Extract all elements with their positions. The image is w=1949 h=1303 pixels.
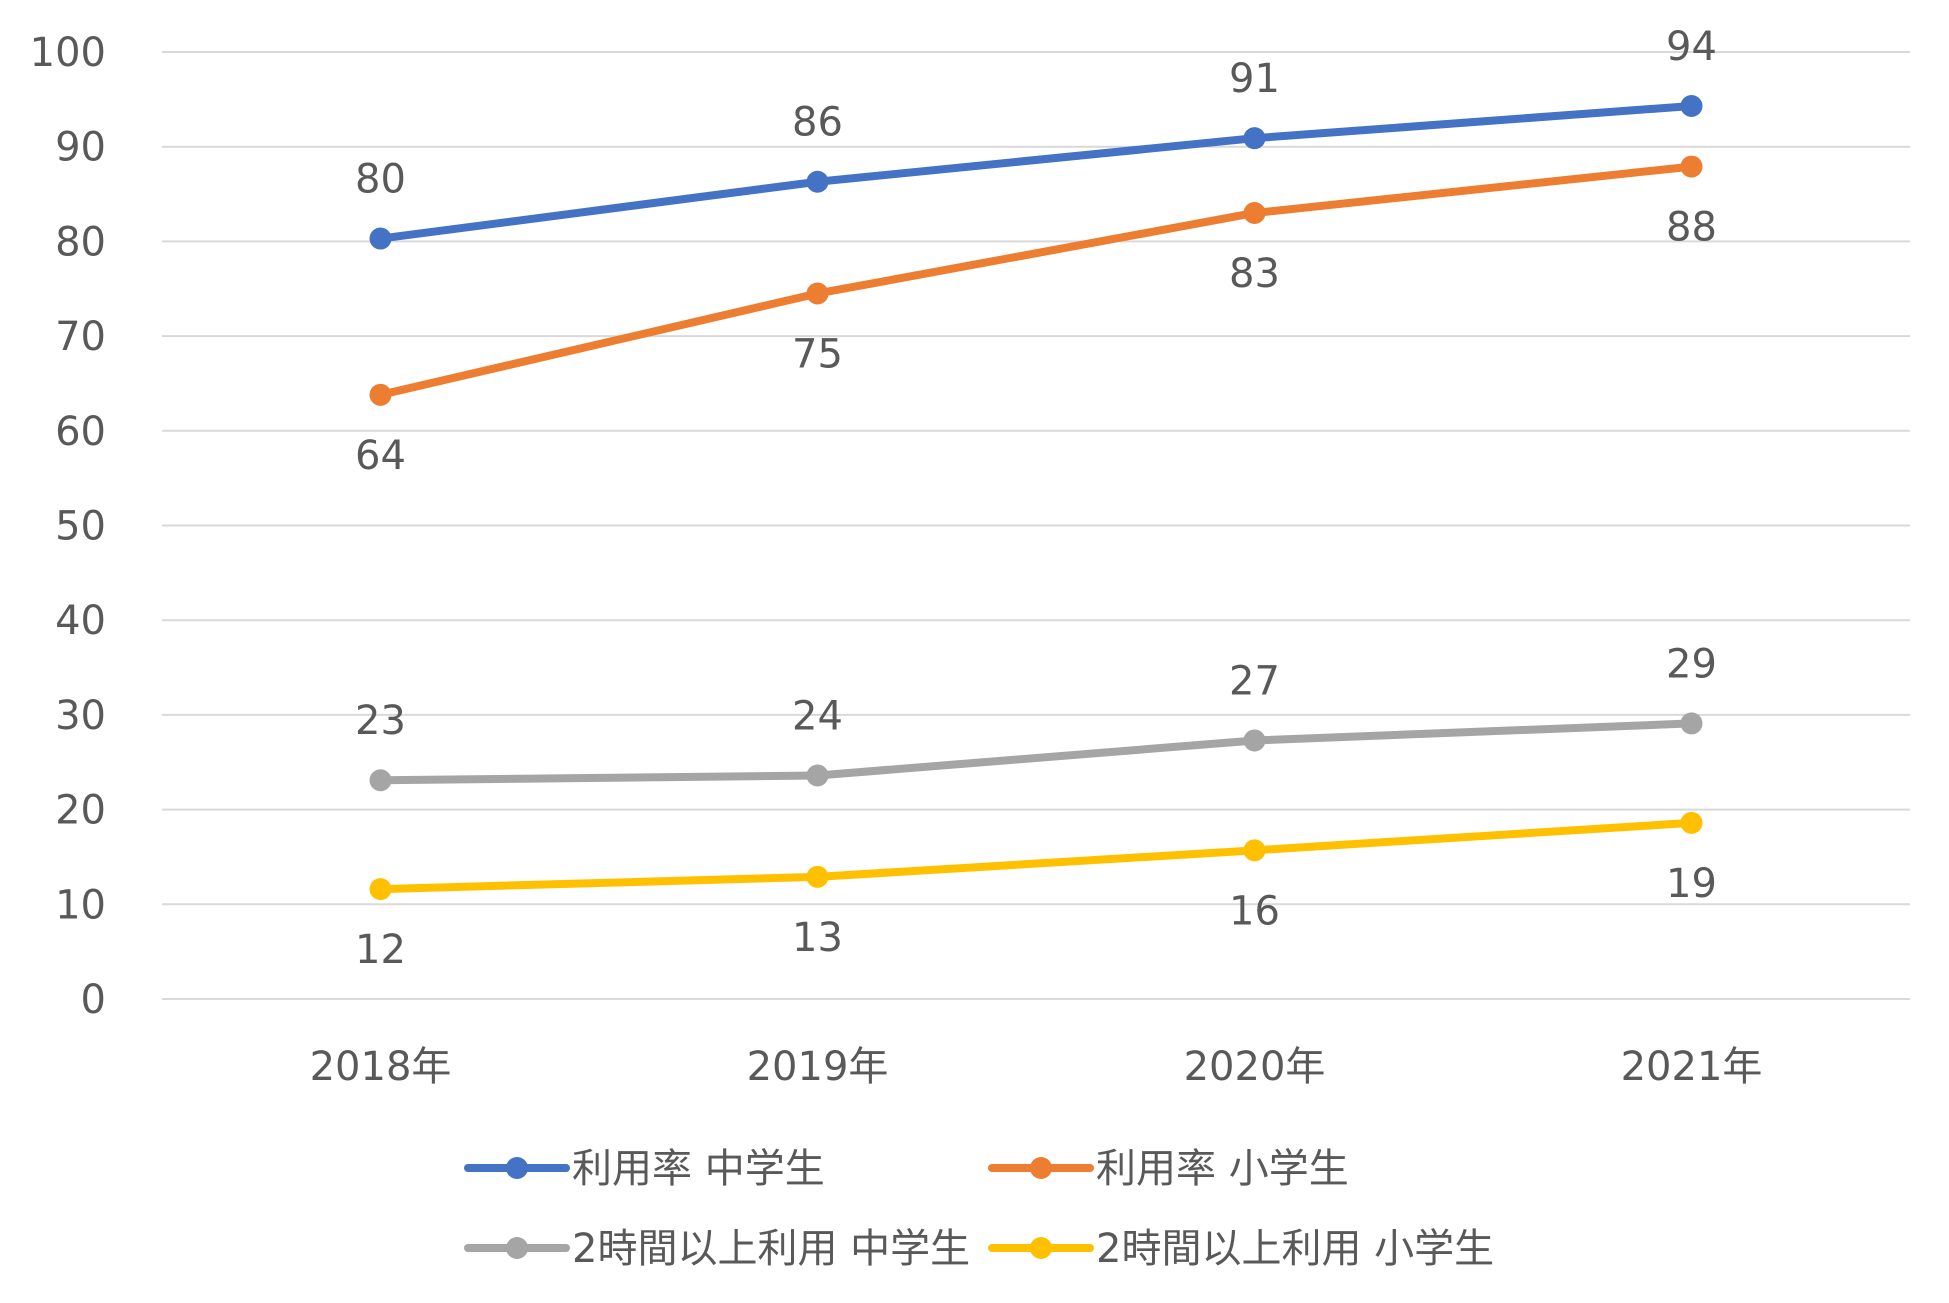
y-tick-label: 60 — [55, 409, 106, 455]
legend-label: 2時間以上利用 小学生 — [1096, 1226, 1494, 1272]
y-tick-label: 20 — [55, 788, 106, 834]
data-point — [369, 227, 392, 250]
y-tick-label: 90 — [55, 125, 106, 171]
x-axis: 2018年 2019年 2020年 2021年 — [310, 1044, 1763, 1090]
data-point — [806, 865, 829, 888]
series-line-2 — [376, 162, 1696, 399]
legend-label: 利用率 小学生 — [1096, 1146, 1349, 1192]
data-label: 19 — [1666, 861, 1717, 907]
data-label: 88 — [1666, 205, 1717, 251]
legend-item: 2時間以上利用 中学生 — [464, 1226, 970, 1272]
data-label: 80 — [355, 157, 406, 203]
series-line-3 — [376, 719, 1696, 785]
legend-label: 利用率 中学生 — [572, 1146, 825, 1192]
y-tick-label: 80 — [55, 219, 106, 265]
data-point — [1680, 94, 1703, 117]
y-tick-label: 70 — [55, 314, 106, 360]
data-label: 83 — [1229, 251, 1280, 297]
x-tick-label: 2019年 — [747, 1044, 889, 1090]
y-tick-label: 10 — [55, 882, 106, 928]
gridlines — [162, 51, 1910, 1000]
data-label: 75 — [792, 331, 843, 377]
data-point — [806, 170, 829, 193]
data-point — [806, 282, 829, 305]
legend-item: 利用率 中学生 — [464, 1146, 825, 1192]
x-tick-label: 2018年 — [310, 1044, 452, 1090]
y-tick-label: 50 — [55, 504, 106, 550]
y-tick-label: 30 — [55, 693, 106, 739]
legend-marker — [506, 1237, 528, 1259]
data-label: 23 — [355, 698, 406, 744]
data-label: 64 — [355, 433, 406, 479]
data-point — [1243, 839, 1266, 862]
data-label: 86 — [792, 100, 843, 146]
data-label: 29 — [1666, 641, 1717, 687]
data-label: 91 — [1229, 56, 1280, 102]
y-tick-label: 0 — [81, 977, 106, 1023]
data-point — [806, 764, 829, 787]
legend-marker — [1030, 1237, 1052, 1259]
series-line-4 — [376, 818, 1696, 894]
data-point — [369, 383, 392, 406]
data-label: 27 — [1229, 658, 1280, 704]
data-label: 13 — [792, 915, 843, 961]
series-line-1 — [376, 101, 1696, 243]
data-point — [369, 878, 392, 901]
data-point — [1243, 201, 1266, 224]
data-point — [1680, 811, 1703, 834]
data-point — [369, 769, 392, 792]
data-point — [1243, 127, 1266, 150]
legend-item: 2時間以上利用 小学生 — [988, 1226, 1494, 1272]
data-point — [1680, 155, 1703, 178]
legend-marker — [1030, 1157, 1052, 1179]
data-label: 12 — [355, 927, 406, 973]
legend-marker — [506, 1157, 528, 1179]
data-label: 24 — [792, 694, 843, 740]
data-label: 16 — [1229, 888, 1280, 934]
data-point — [1680, 712, 1703, 735]
y-tick-label: 100 — [30, 30, 106, 76]
x-tick-label: 2021年 — [1621, 1044, 1763, 1090]
data-point — [1243, 729, 1266, 752]
data-label: 94 — [1666, 24, 1717, 70]
series-group — [369, 94, 1703, 901]
y-axis: 0 10 20 30 40 50 60 70 80 90 100 — [30, 30, 106, 1023]
legend-label: 2時間以上利用 中学生 — [572, 1226, 970, 1272]
y-tick-label: 40 — [55, 598, 106, 644]
x-tick-label: 2020年 — [1184, 1044, 1326, 1090]
legend: 利用率 中学生 利用率 小学生 2時間以上利用 中学生 2時間以上利用 小学生 — [464, 1146, 1494, 1272]
legend-item: 利用率 小学生 — [988, 1146, 1349, 1192]
data-labels: 80 86 91 94 64 75 83 88 23 24 27 29 12 13 16 19 — [355, 24, 1717, 973]
